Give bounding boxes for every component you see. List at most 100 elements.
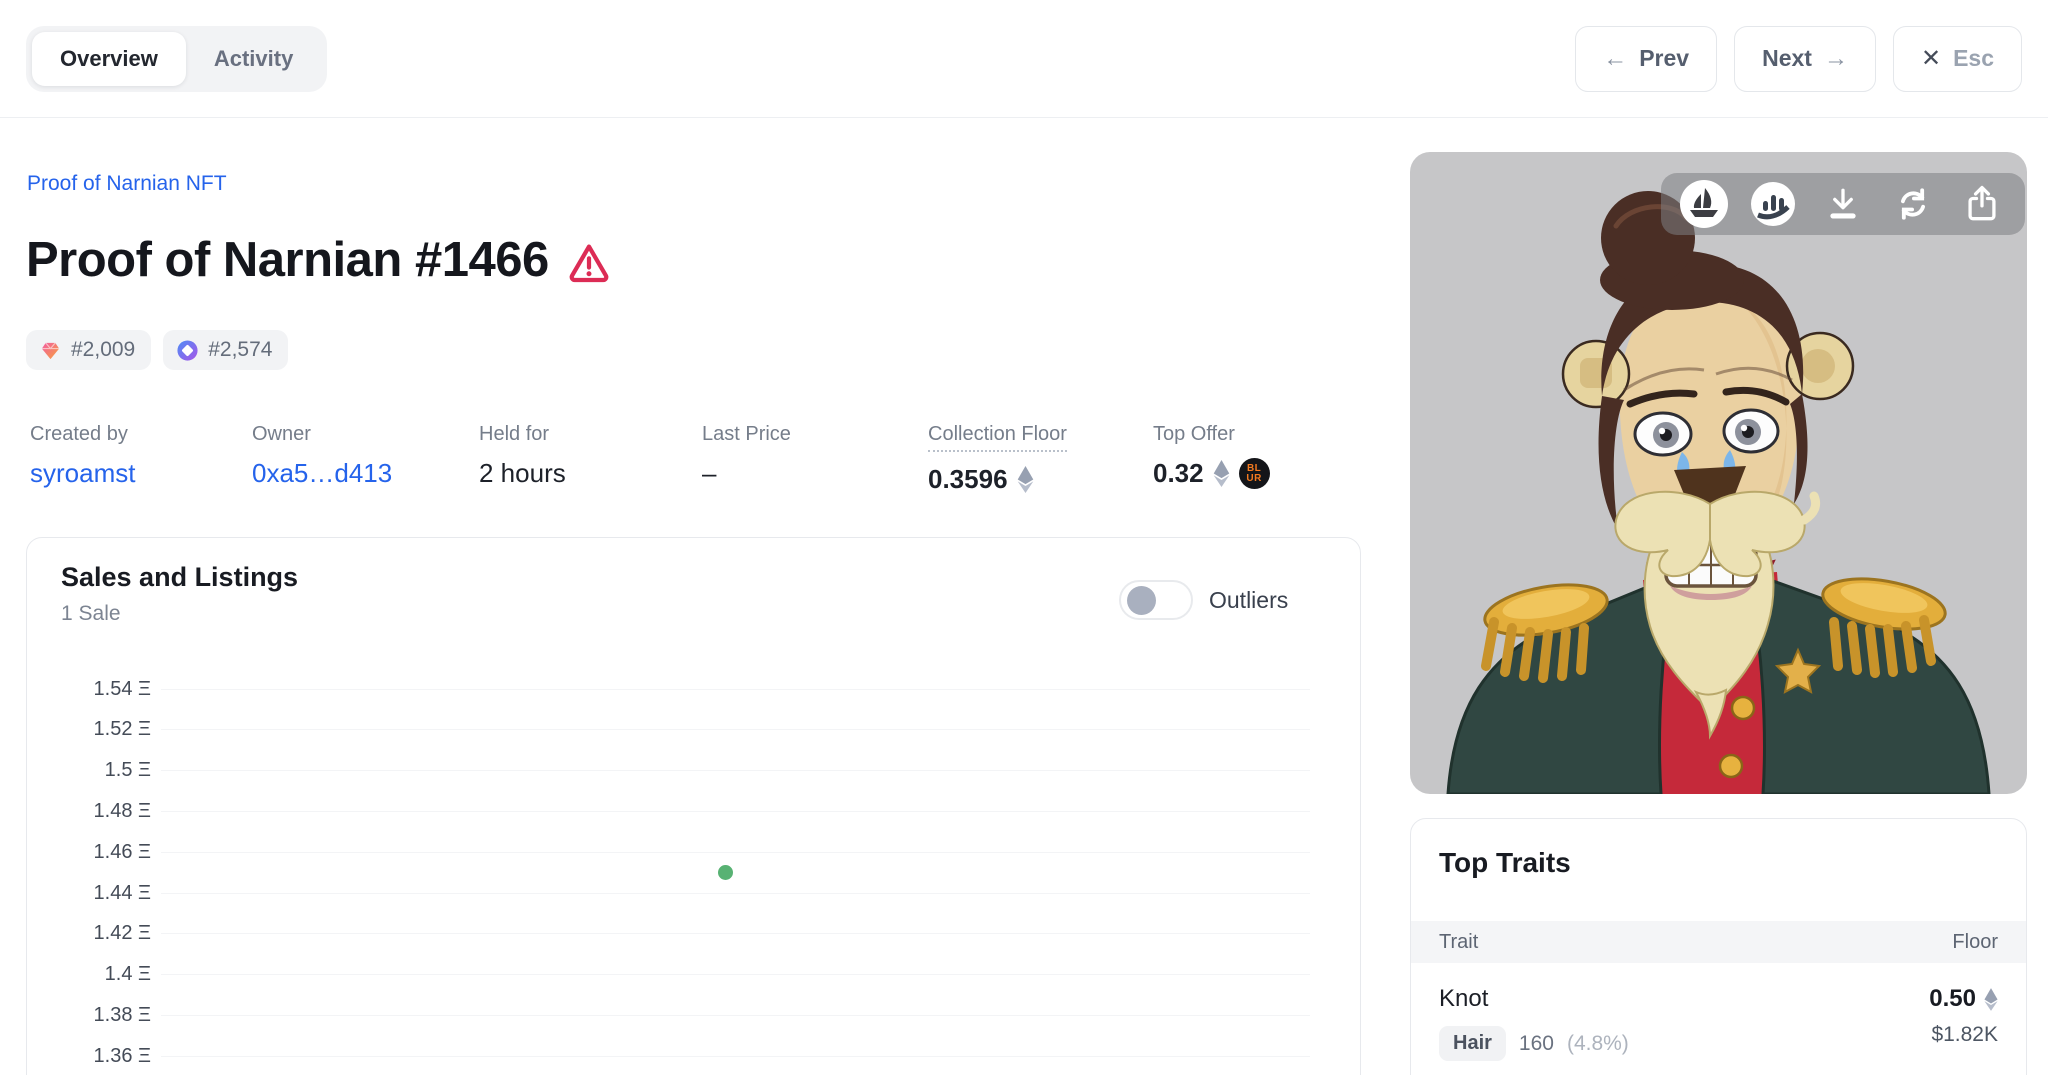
stat-label: Top Offer [1153,423,1235,445]
stat-value: – [702,458,717,488]
stat-value: 0.32 BL UR [1153,458,1383,489]
opensea-icon[interactable] [1678,178,1730,230]
rank-badge-label: #2,574 [208,338,273,361]
stat-label[interactable]: Collection Floor [928,423,1067,452]
page-title: Proof of Narnian #1466 [26,233,549,287]
traits-title: Top Traits [1439,847,1571,878]
grid-line [161,851,1310,853]
right-arrow-icon: → [1823,44,1848,72]
stat-last-price: Last Price – [702,423,928,495]
tab-overview[interactable]: Overview [32,31,186,86]
y-tick-row: 1.44 Ξ [47,879,1310,907]
title-row: Proof of Narnian #1466 [26,232,611,288]
chart-title: Sales and Listings [61,562,299,592]
grid-line [161,688,1310,690]
trait-percent: (4.8%) [1566,1031,1629,1055]
trait-floor-eth: 0.50 [1929,985,1976,1012]
blur-text: UR [1246,472,1262,484]
outliers-label: Outliers [1209,586,1289,613]
eth-icon [1984,987,1998,1011]
sale-count: 1 Sale [61,602,121,625]
sales-listings-card: Sales and Listings 1 Sale Outliers 1.54 … [26,537,1361,1075]
owner-link[interactable]: 0xa5…d413 [252,458,393,488]
refresh-icon[interactable] [1887,178,1939,230]
stat-held-for: Held for 2 hours [479,423,702,495]
stat-value: 0.3596 [928,464,1153,495]
y-tick-row: 1.48 Ξ [47,797,1310,825]
floor-value: 0.3596 [928,464,1008,494]
trait-count: 160 [1518,1031,1554,1055]
analytics-icon[interactable] [1747,178,1799,230]
toggle-knob [1127,586,1156,615]
stats-row: Created by syroamst Owner 0xa5…d413 Held… [30,423,1383,495]
trait-floor: 0.50 $1.82K [1929,985,1998,1061]
download-icon[interactable] [1817,178,1869,230]
col-trait: Trait [1439,930,1479,953]
trait-row[interactable]: Knot Hair 160 (4.8%) 0.50 $1.82K [1411,963,2026,1061]
nft-media-card[interactable] [1410,152,2027,794]
esc-label: Esc [1953,45,1994,71]
stat-label: Last Price [702,423,791,445]
chart-plot-area: 1.54 Ξ 1.52 Ξ 1.5 Ξ 1.48 Ξ 1.46 Ξ 1.44 Ξ 1.42 … [27,538,1360,1075]
y-tick-label: 1.38 Ξ [93,1003,151,1026]
y-tick-row: 1.5 Ξ [47,757,1310,785]
stat-label: Held for [479,423,550,445]
grid-line [161,933,1310,935]
stat-label: Owner [252,423,311,445]
rarity-rank-badge[interactable]: #2,009 [26,330,152,370]
tab-activity[interactable]: Activity [213,45,294,71]
secondary-rank-badge[interactable]: #2,574 [163,330,289,370]
close-button[interactable]: ✕ Esc [1892,25,2022,92]
grid-line [161,974,1310,976]
y-tick-label: 1.48 Ξ [93,799,151,822]
grid-line [161,770,1310,772]
next-button[interactable]: Next → [1734,25,1876,92]
close-icon: ✕ [1920,45,1942,72]
y-tick-label: 1.46 Ξ [93,840,151,863]
y-tick-row: 1.46 Ξ [47,838,1310,866]
left-arrow-icon: ← [1603,44,1628,72]
trait-category-pill: Hair [1439,1026,1506,1061]
stat-top-offer: Top Offer 0.32 BL UR [1153,423,1383,495]
grid-line [161,810,1310,812]
stat-collection-floor: Collection Floor 0.3596 [928,423,1153,495]
share-icon[interactable] [1956,178,2008,230]
nft-artwork [1446,191,1991,794]
rank-badges: #2,009 #2,574 [26,330,289,370]
y-tick-row: 1.42 Ξ [47,920,1310,948]
trait-info: Knot Hair 160 (4.8%) [1439,985,1629,1061]
outliers-toggle-wrap: Outliers [1119,580,1288,620]
y-tick-label: 1.4 Ξ [104,963,151,986]
blur-text: BL [1246,462,1262,474]
trait-name: Knot [1439,985,1489,1012]
collection-link[interactable]: Proof of Narnian NFT [27,172,227,195]
grid-line [161,729,1310,731]
col-floor: Floor [1952,930,1998,953]
view-tabs: Overview Activity [26,25,328,92]
y-tick-row: 1.36 Ξ [47,1042,1310,1070]
outliers-toggle[interactable] [1119,580,1193,620]
y-tick-row: 1.4 Ξ [47,961,1310,989]
y-tick-row: 1.38 Ξ [47,1001,1310,1029]
eth-icon [1017,466,1033,493]
rank-badge-label: #2,009 [71,338,136,361]
warning-icon[interactable] [567,240,611,284]
next-label: Next [1762,45,1812,71]
traits-header-row: Trait Floor [1411,921,2026,963]
stat-created-by: Created by syroamst [30,423,252,495]
eth-icon [1213,460,1229,487]
y-tick-label: 1.42 Ξ [93,922,151,945]
creator-link[interactable]: syroamst [30,458,136,488]
prev-button[interactable]: ← Prev [1575,25,1718,92]
y-tick-label: 1.44 Ξ [93,881,151,904]
top-traits-card: Top Traits Trait Floor Knot Hair 160 (4.… [1410,818,2027,1075]
y-tick-label: 1.5 Ξ [104,759,151,782]
grid-line [161,1055,1310,1057]
blur-marketplace-icon[interactable]: BL UR [1238,458,1270,489]
stat-owner: Owner 0xa5…d413 [252,423,479,495]
y-tick-label: 1.52 Ξ [93,718,151,741]
nav-buttons: ← Prev Next → ✕ Esc [1575,25,2022,92]
gem-rank-icon [41,341,60,359]
sale-data-point[interactable] [718,865,733,881]
